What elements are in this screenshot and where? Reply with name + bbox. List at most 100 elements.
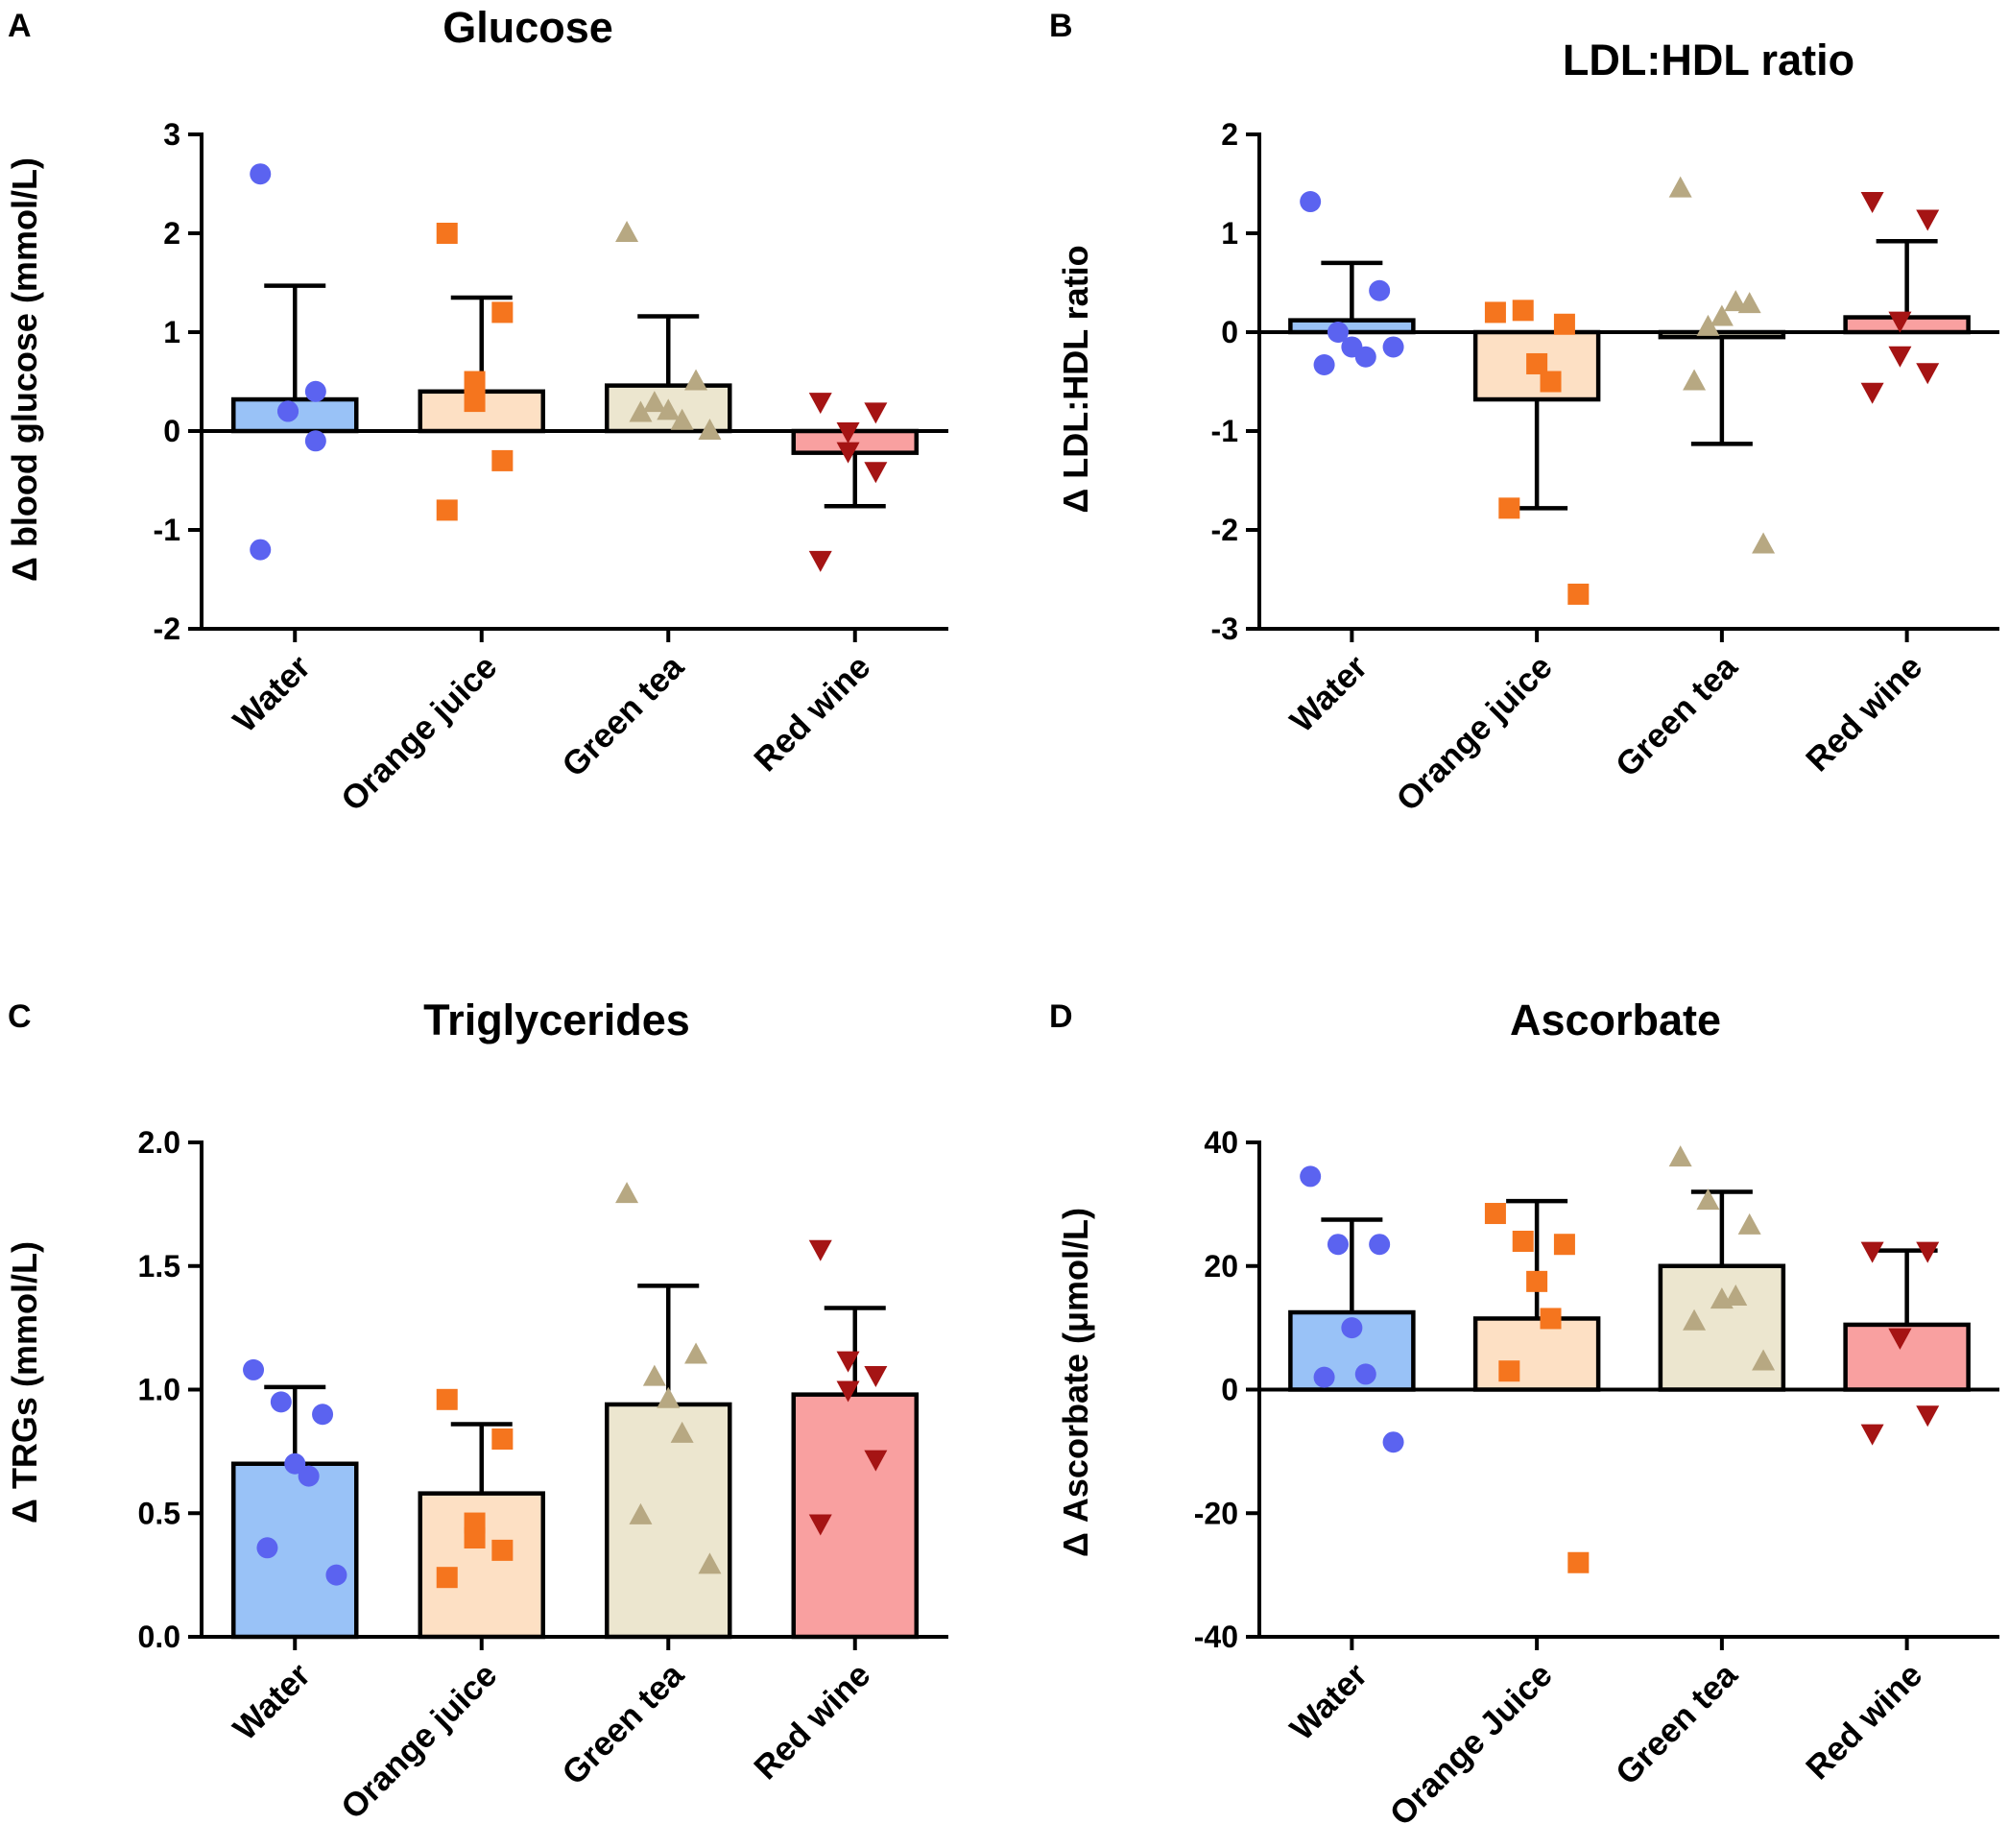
- x-tick-label: Green tea: [1609, 1656, 1745, 1792]
- data-point: [836, 422, 860, 444]
- data-point: [250, 539, 272, 561]
- data-point: [1916, 363, 1940, 385]
- data-point: [1860, 1241, 1884, 1263]
- data-point: [491, 1428, 514, 1450]
- panel-letter: D: [1049, 998, 1073, 1035]
- data-point: [1888, 311, 1912, 333]
- data-point: [1683, 1308, 1707, 1331]
- data-point: [836, 442, 860, 464]
- plot-area: -2 -1 0 1 2 3 Water Orange juice Green tea Red wi…: [154, 117, 948, 819]
- data-point: [491, 1539, 514, 1561]
- data-point: [436, 223, 458, 244]
- data-point: [1498, 497, 1520, 519]
- data-point: [864, 402, 888, 424]
- data-point: [1567, 1551, 1590, 1573]
- y-tick-label: 1.5: [138, 1249, 180, 1284]
- data-point: [1553, 1234, 1575, 1256]
- x-tick-label: Red wine: [1799, 1656, 1929, 1787]
- chart-title: Ascorbate: [1510, 996, 1721, 1044]
- data-point: [1300, 191, 1322, 213]
- data-point: [1668, 176, 1692, 198]
- data-point: [684, 369, 708, 391]
- data-point: [1382, 336, 1404, 358]
- data-point: [436, 1388, 458, 1410]
- bar: [1658, 1263, 1786, 1392]
- data-point: [1327, 1234, 1349, 1256]
- x-tick-label: Water: [1283, 1656, 1375, 1748]
- data-point: [1683, 369, 1707, 391]
- chart-title: Triglycerides: [423, 996, 690, 1044]
- data-point: [657, 1386, 681, 1408]
- data-point: [698, 1552, 722, 1574]
- x-tick-label: Orange Juice: [1382, 1656, 1559, 1833]
- data-point: [1710, 304, 1734, 326]
- y-tick-label: 0: [1221, 1373, 1238, 1407]
- data-point: [670, 408, 694, 430]
- data-point: [1724, 290, 1748, 312]
- data-point: [256, 1537, 278, 1559]
- data-point: [1752, 532, 1776, 554]
- panel-c: C Triglycerides Δ TRGs (mmol/L) 0.0 0.5 1.…: [5, 996, 948, 1827]
- y-tick-label: 2: [1221, 117, 1238, 152]
- data-point: [491, 449, 514, 471]
- data-point: [1540, 1308, 1562, 1330]
- data-point: [1369, 279, 1391, 301]
- data-point: [1916, 1405, 1940, 1428]
- data-point: [836, 1351, 860, 1373]
- data-point: [270, 1391, 292, 1413]
- y-tick-label: 0.0: [138, 1620, 180, 1654]
- panel-letter: B: [1049, 8, 1073, 44]
- data-point: [642, 1364, 666, 1386]
- data-point: [1860, 1424, 1884, 1446]
- data-point: [1916, 1241, 1940, 1263]
- x-tick-label: Orange juice: [334, 648, 505, 819]
- data-point: [304, 430, 326, 452]
- data-point: [304, 380, 326, 402]
- data-point: [1696, 314, 1720, 336]
- data-point: [657, 398, 681, 420]
- y-tick-label: 2: [163, 216, 180, 251]
- x-tick-label: Red wine: [747, 648, 877, 779]
- data-point: [864, 1450, 888, 1472]
- data-point: [1696, 1188, 1720, 1211]
- y-tick-label: -1: [154, 513, 180, 547]
- data-point: [698, 419, 722, 440]
- panel-letter: A: [8, 8, 32, 44]
- bar: [231, 1461, 359, 1640]
- data-point: [808, 1514, 832, 1536]
- data-point: [464, 1527, 486, 1548]
- data-point: [1354, 346, 1376, 368]
- plot-area: -3 -2 -1 0 1 2 Water Orange juice Green tea Red w…: [1211, 117, 1999, 819]
- y-tick-label: 40: [1204, 1125, 1238, 1160]
- bar: [1472, 1316, 1601, 1392]
- data-point: [250, 163, 272, 185]
- data-point: [1567, 583, 1590, 605]
- y-axis-label: Δ Ascorbate (μmol/L): [1056, 1208, 1095, 1557]
- x-tick-label: Green tea: [555, 648, 691, 784]
- data-point: [1341, 1317, 1363, 1339]
- y-tick-label: 2.0: [138, 1125, 180, 1160]
- data-point: [1354, 1363, 1376, 1385]
- y-tick-label: -2: [1211, 513, 1238, 547]
- data-point: [1313, 1366, 1335, 1388]
- data-point: [1300, 1165, 1322, 1188]
- data-point: [1512, 300, 1534, 322]
- x-tick-label: Orange juice: [334, 1656, 505, 1827]
- data-point: [1540, 371, 1562, 393]
- data-point: [1484, 301, 1506, 324]
- data-point: [1860, 192, 1884, 214]
- y-tick-label: 0: [163, 414, 180, 448]
- data-point: [1313, 353, 1335, 375]
- data-point: [1888, 346, 1912, 368]
- data-point: [1752, 1349, 1776, 1371]
- y-axis-label: Δ TRGs (mmol/L): [5, 1241, 44, 1524]
- chart-title: Glucose: [442, 3, 613, 52]
- plot-area: -40 -20 0 20 40 Water Orange Juice Green tea Red…: [1194, 1125, 1999, 1833]
- data-point: [312, 1404, 334, 1426]
- data-point: [491, 301, 514, 324]
- data-point: [1498, 1360, 1520, 1382]
- data-point: [1888, 1328, 1912, 1350]
- data-point: [1526, 352, 1548, 374]
- data-point: [325, 1564, 347, 1586]
